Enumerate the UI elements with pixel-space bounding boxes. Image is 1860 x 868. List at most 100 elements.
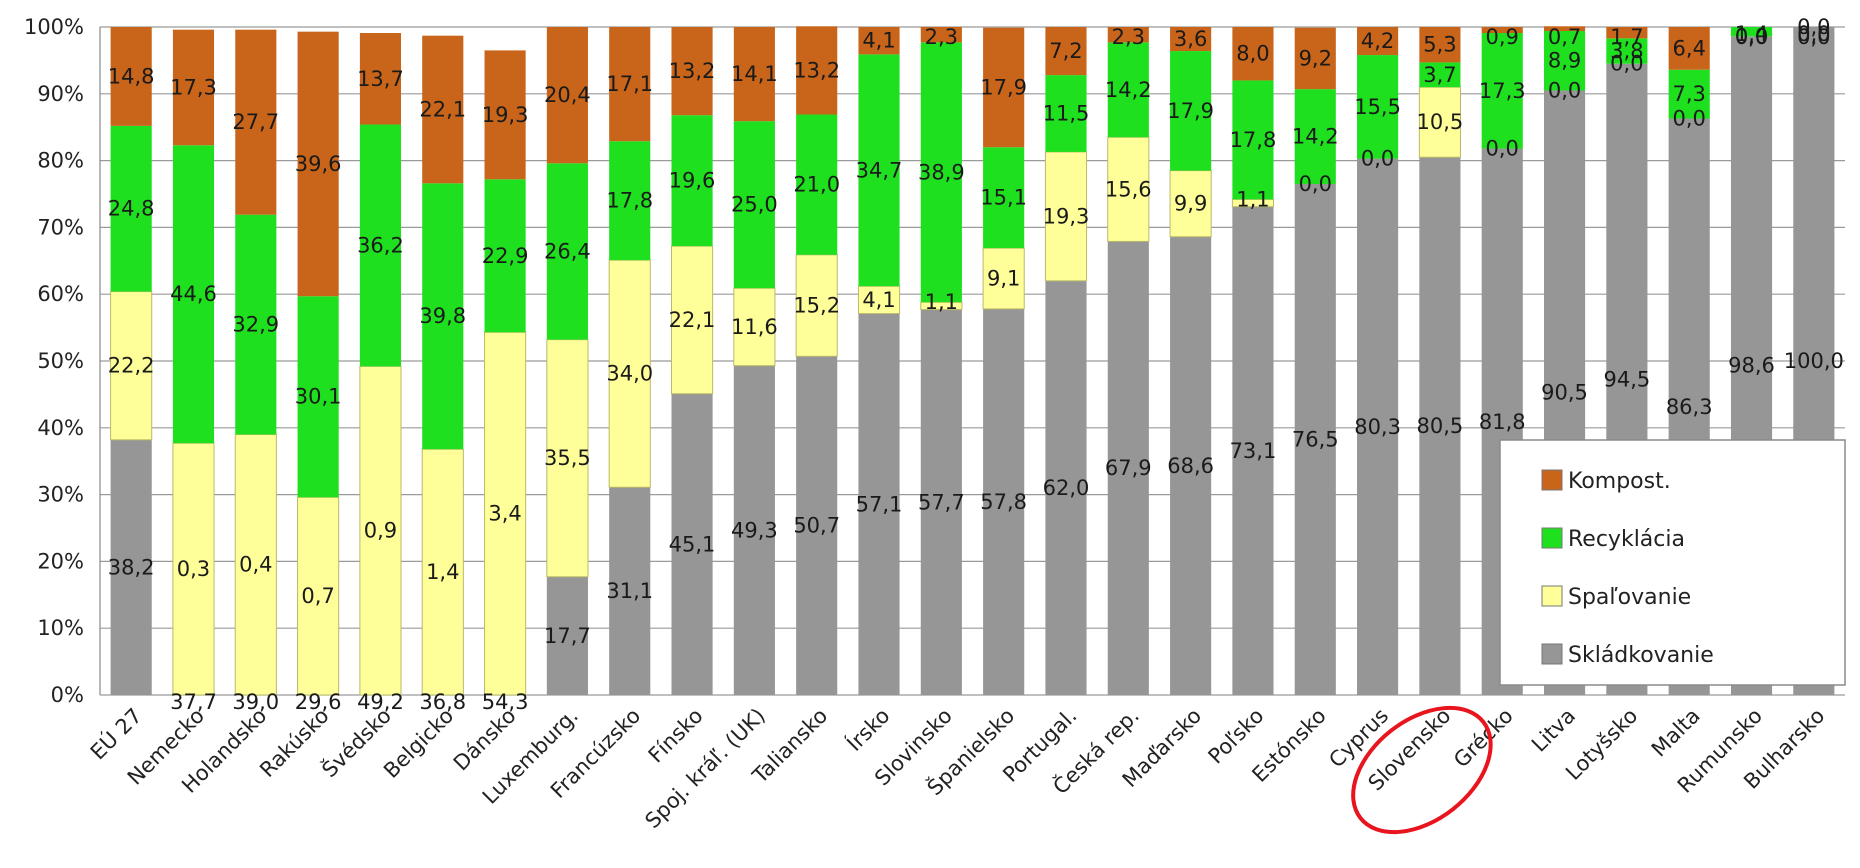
bar-segment — [671, 27, 713, 116]
data-label: 14,2 — [1105, 78, 1152, 102]
data-label: 80,5 — [1417, 414, 1464, 438]
bar-segment — [1357, 158, 1399, 695]
data-label: 17,3 — [1479, 79, 1526, 103]
bar-segment — [1668, 69, 1710, 119]
data-label: 3,4 — [488, 502, 521, 526]
data-label: 98,6 — [1728, 354, 1775, 378]
bar-segment — [235, 29, 277, 215]
data-label: 21,0 — [793, 173, 840, 197]
data-label: 13,7 — [357, 67, 404, 91]
data-label: 39,8 — [419, 304, 466, 328]
bar-segment — [1730, 27, 1773, 37]
data-label: 45,1 — [669, 532, 716, 556]
bar-segment — [1668, 27, 1710, 70]
legend: Kompost. Recyklácia Spaľovanie Skládkovanie — [1499, 439, 1846, 686]
data-label: 27,7 — [232, 110, 279, 134]
bar-segment — [858, 27, 900, 55]
data-labels: 38,2 22,2 24,8 14,8 37,7 0,3 44,6 17,3 39,0 0,4 32… — [108, 15, 1844, 714]
category-label: EÚ 27 — [85, 703, 147, 765]
data-label: 4,2 — [1361, 29, 1394, 53]
data-label: 31,1 — [606, 579, 653, 603]
y-tick-label: 80% — [37, 149, 84, 173]
bar-segment — [1045, 280, 1087, 695]
y-axis-ticks: 0% 10% 20% 30% 40% 50% 60% 70% 80% 90% 100% — [24, 15, 84, 707]
data-label: 0,9 — [1486, 25, 1519, 49]
bar-segment — [1107, 136, 1150, 242]
bar-segment — [983, 147, 1025, 249]
data-label: 3,8 — [1610, 39, 1643, 63]
data-label: 4,1 — [862, 29, 895, 53]
data-label: 3,7 — [1423, 63, 1456, 87]
bar-segment — [484, 331, 527, 696]
data-label: 17,9 — [980, 75, 1027, 99]
y-tick-label: 0% — [51, 683, 84, 707]
data-label: 0,4 — [239, 553, 272, 577]
bar-segment — [1045, 75, 1087, 152]
bar-segment — [982, 247, 1025, 310]
data-label: 37,7 — [170, 690, 217, 714]
data-label: 17,1 — [606, 72, 653, 96]
bar-segment — [1606, 27, 1648, 39]
y-tick-label: 30% — [37, 483, 84, 507]
data-label: 19,3 — [1043, 204, 1090, 228]
data-label: 1,7 — [1610, 25, 1643, 49]
category-label: Írsko — [841, 703, 894, 756]
data-label: 22,9 — [482, 244, 529, 268]
bar-segment — [1419, 27, 1461, 63]
data-label: 86,3 — [1666, 395, 1713, 419]
bar-segment — [297, 296, 339, 498]
bar-segment — [920, 309, 962, 695]
bar-segment — [110, 27, 152, 126]
bar-segment — [796, 114, 838, 255]
bar-segment — [858, 313, 900, 695]
data-label: 26,4 — [544, 239, 591, 263]
y-tick-label: 50% — [37, 349, 84, 373]
bar-segment — [172, 145, 215, 444]
legend-label: Recyklácia — [1568, 527, 1685, 552]
data-label: 17,3 — [170, 75, 217, 99]
bar-segment — [795, 254, 838, 357]
data-label: 22,1 — [669, 308, 716, 332]
data-label: 49,2 — [357, 690, 404, 714]
data-label: 17,8 — [606, 189, 653, 213]
bar-segment — [733, 27, 775, 122]
data-label: 0,0 — [1797, 22, 1830, 46]
y-tick-label: 100% — [24, 15, 84, 39]
data-label: 0,0 — [1486, 137, 1519, 161]
data-label: 2,3 — [925, 25, 958, 49]
bar-segment — [1357, 55, 1399, 159]
y-tick-label: 40% — [37, 416, 84, 440]
legend-swatch — [1541, 585, 1563, 607]
bar-segment — [1107, 27, 1149, 43]
bar-segment — [1418, 86, 1461, 158]
bar-segment — [546, 27, 588, 164]
data-label: 0,0 — [1548, 78, 1581, 102]
data-label: 19,6 — [669, 169, 716, 193]
data-label: 36,8 — [419, 690, 466, 714]
data-label: 14,2 — [1292, 125, 1339, 149]
bar-segment — [609, 27, 651, 142]
x-axis-categories: EÚ 27NemeckoHolandskoRakúskoŠvédskoBelgi… — [85, 703, 1829, 833]
data-label: 7,2 — [1049, 39, 1082, 63]
data-label: 13,2 — [669, 59, 716, 83]
bar-segment — [1419, 62, 1461, 88]
data-label: 94,5 — [1603, 367, 1650, 391]
bar-segment — [1543, 26, 1586, 32]
bar-segment — [920, 42, 962, 303]
data-label: 22,1 — [419, 97, 466, 121]
data-label: 57,7 — [918, 490, 965, 514]
bar-segment — [297, 31, 339, 297]
bar-segment — [608, 259, 651, 488]
bar-segment — [1107, 241, 1149, 696]
data-label: 0,0 — [1797, 25, 1830, 49]
data-label: 80,3 — [1354, 415, 1401, 439]
data-label: 3,6 — [1174, 27, 1207, 51]
data-label: 30,1 — [295, 385, 342, 409]
bar-segment — [1357, 27, 1399, 56]
data-label: 2,3 — [1112, 25, 1145, 49]
data-label: 38,2 — [108, 555, 155, 579]
bar-segment — [172, 29, 215, 146]
y-tick-label: 20% — [37, 549, 84, 573]
bar-segment — [546, 339, 589, 578]
bar-segment — [796, 26, 838, 115]
